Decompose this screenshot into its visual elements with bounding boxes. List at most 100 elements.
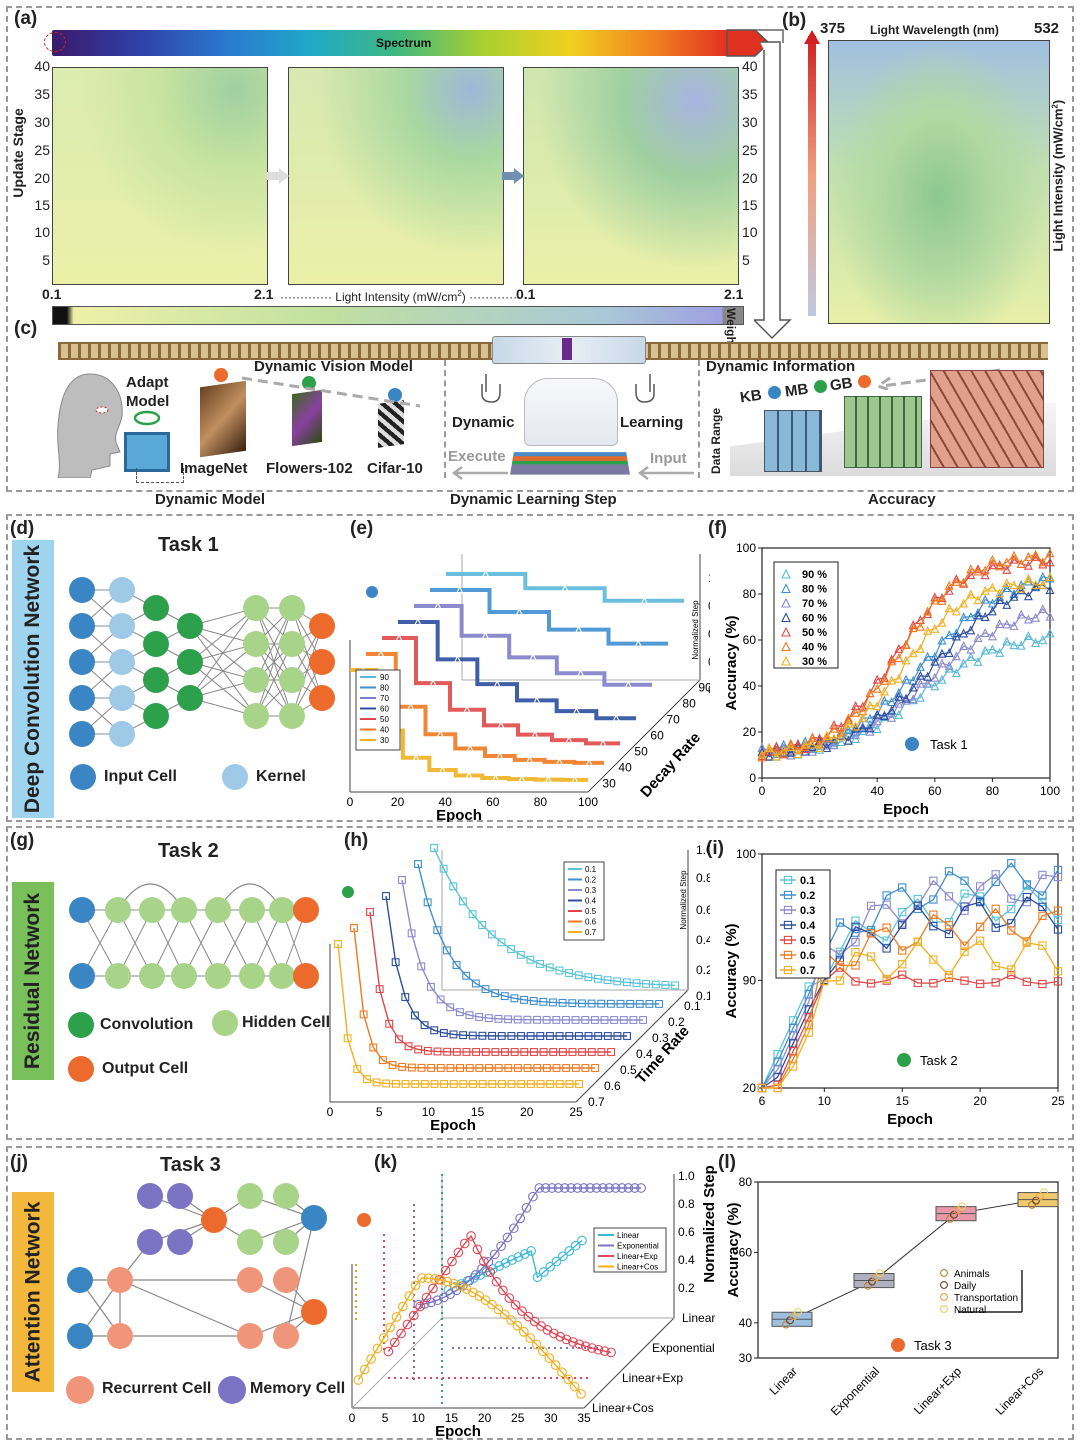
data-point [421,1292,432,1303]
legend-label: 80 [380,684,389,693]
data-point [545,963,554,972]
data-point [561,1334,572,1345]
x-tick-label: 10 [422,1105,436,1119]
data-point [499,1309,510,1320]
data-point [1002,578,1012,588]
dynamic-label: Dynamic [452,414,515,431]
data-point [781,583,791,594]
data-point [561,1016,570,1024]
data-point [843,718,853,728]
data-point [518,1326,529,1337]
data-point [757,1083,767,1093]
data-point [587,1343,597,1353]
input-arrow [637,466,694,480]
legend-label: 80 % [802,584,827,596]
data-point [578,1183,589,1193]
execute-arrow [451,466,508,480]
data-point [944,660,954,670]
data-point [923,606,933,616]
y-tick-label: 0.2 [678,1281,695,1295]
data-point [571,1064,580,1072]
legend-label: 50 [380,715,389,724]
network-node [105,963,131,989]
series-line [761,966,1059,1089]
task2-title: Task 2 [158,840,219,862]
data-point [951,606,961,616]
adapt-model-2: Model [126,393,170,410]
tick: 40 [742,58,758,74]
data-point [597,1048,606,1056]
data-point [1007,965,1016,974]
data-point [642,979,651,988]
series-line [761,552,1051,758]
y-tick-label: 60 [743,633,757,647]
data-point [940,1305,948,1313]
data-point [465,771,473,780]
data-point [626,999,635,1008]
network-node [69,963,95,989]
data-point [466,744,475,753]
wl-label: Light Wavelength (nm) [870,23,999,37]
x-tick-label: 0 [327,1105,334,1119]
network-node [105,897,131,923]
dynamic-learning-step-label: Dynamic Learning Step [450,491,617,508]
data-point [640,596,649,605]
label-h: (h) [344,830,369,851]
data-point [815,733,825,743]
legend-label: Animals [954,1269,990,1280]
panel-def [6,514,1074,822]
y-tick-label: 1.0 [696,843,710,857]
data-point [815,744,825,754]
data-point [529,653,537,661]
z-tick-label: 0.2 [668,1015,685,1029]
data-point [1002,619,1012,629]
data-point [410,1280,421,1291]
data-point [513,1015,522,1024]
plot-frame [761,547,1051,779]
data-point [951,631,961,641]
network-node [69,721,95,747]
network-node [269,963,295,989]
data-point [496,1241,506,1252]
series-line [398,620,636,721]
data-point [1038,604,1048,614]
data-point [581,1016,590,1024]
gb-label: GB [828,374,854,395]
data-point [464,1275,475,1286]
y-tick-label: 0.2 [708,683,710,697]
data-point [510,1300,521,1310]
data-point [851,948,860,957]
data-point [959,598,969,608]
data-point [781,626,791,637]
data-point [872,683,882,693]
data-point [894,653,904,663]
data-point [879,711,889,721]
heatmap-2 [288,67,504,285]
label-b: (b) [782,10,807,31]
spectrum-marker-left [44,32,66,52]
data-point [382,892,390,900]
weight-colorbar [52,306,744,325]
data-point [773,1083,782,1093]
data-point [764,751,774,761]
legend-output-dot [68,1056,94,1082]
data-point [1038,911,1047,920]
network-node [269,897,295,923]
data-point [568,999,577,1008]
data-point [908,623,918,633]
data-point [1038,579,1048,589]
data-point [1022,977,1031,986]
data-point [564,1246,575,1256]
legend-label: 70 % [802,598,827,610]
data-point [551,1256,562,1267]
data-point [781,612,791,623]
data-point [923,671,933,681]
data-point [915,643,925,653]
label-c: (c) [14,318,38,339]
data-point [1045,572,1055,582]
data-point [455,585,464,594]
data-point [471,979,480,988]
data-point [497,938,506,947]
data-point [417,1273,427,1283]
data-point [462,971,471,980]
